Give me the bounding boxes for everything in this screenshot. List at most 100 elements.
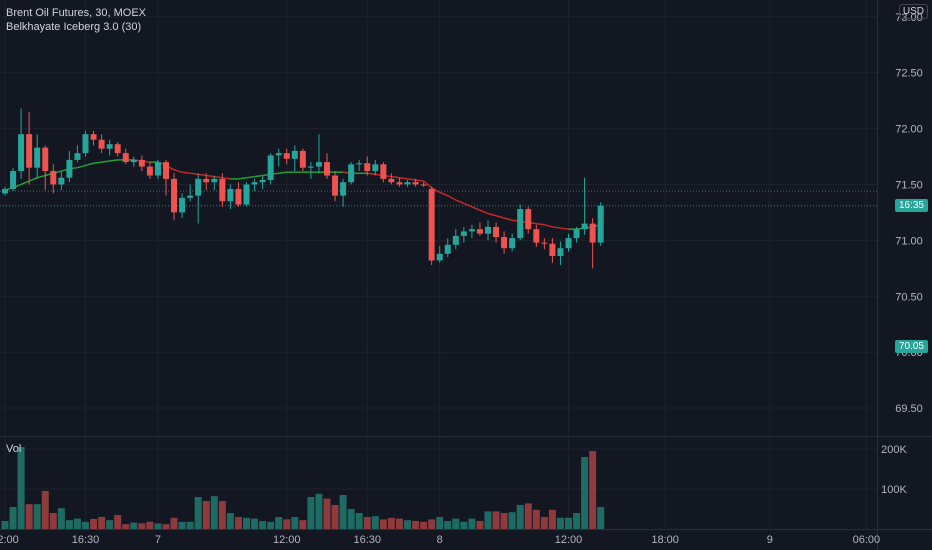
volume-bar bbox=[49, 513, 57, 529]
volume-bar bbox=[283, 519, 291, 529]
ma-segment bbox=[439, 191, 449, 197]
indicator-legend[interactable]: Belkhayate Iceberg 3.0 (30) bbox=[6, 21, 142, 33]
volume-bar bbox=[194, 497, 202, 529]
candle-body bbox=[98, 139, 105, 149]
ma-segment bbox=[463, 202, 473, 208]
candle-body bbox=[436, 253, 443, 261]
time-tick-label: 9 bbox=[767, 534, 773, 546]
ma-segment bbox=[85, 162, 94, 167]
volume-bar bbox=[73, 518, 81, 529]
candle-body bbox=[26, 134, 33, 168]
volume-bar bbox=[57, 508, 65, 529]
volume-bar bbox=[460, 521, 468, 529]
candle-body bbox=[251, 182, 258, 185]
time-tick-label: 16:30 bbox=[72, 534, 100, 546]
volume-bar bbox=[548, 509, 556, 529]
volume-bar bbox=[259, 521, 267, 529]
volume-bar bbox=[331, 505, 339, 529]
volume-bar bbox=[395, 518, 403, 529]
candle-body bbox=[211, 178, 218, 183]
volume-bar bbox=[315, 493, 323, 529]
volume-bar bbox=[355, 513, 363, 529]
candle-body bbox=[509, 238, 516, 249]
volume-bar bbox=[234, 517, 242, 529]
time-tick-label: 18:00 bbox=[651, 534, 679, 546]
candle-body bbox=[50, 171, 57, 185]
volume-bar bbox=[468, 518, 476, 529]
candle-body bbox=[364, 163, 371, 172]
ma-segment bbox=[109, 159, 118, 162]
ma-segment bbox=[77, 164, 86, 169]
candle-body bbox=[235, 188, 242, 205]
candle-body bbox=[82, 134, 89, 154]
volume-tick-label: 200K bbox=[881, 444, 907, 456]
price-tick-label: 69.50 bbox=[895, 403, 923, 415]
candle-body bbox=[557, 248, 564, 257]
volume-bar bbox=[476, 521, 484, 529]
ma-segment bbox=[214, 175, 223, 179]
volume-bar bbox=[492, 511, 500, 529]
candle-body bbox=[324, 162, 330, 176]
ma-segment bbox=[36, 174, 46, 179]
volume-bar bbox=[420, 521, 428, 529]
volume-bar bbox=[379, 519, 387, 529]
volume-bar bbox=[581, 457, 589, 529]
volume-bar bbox=[363, 517, 371, 529]
ma-segment bbox=[190, 172, 199, 176]
volume-bar bbox=[436, 517, 444, 529]
volume-legend[interactable]: Vol bbox=[6, 443, 22, 455]
candle-body bbox=[179, 197, 186, 213]
volume-bar bbox=[307, 497, 315, 529]
ma-segment bbox=[536, 222, 545, 226]
volume-bar bbox=[114, 515, 122, 529]
time-tick-label: 12:00 bbox=[273, 534, 301, 546]
time-tick-label: 12:00 bbox=[0, 534, 19, 546]
candle-body bbox=[203, 178, 210, 183]
candle-body bbox=[348, 164, 355, 183]
ma-segment bbox=[455, 199, 465, 205]
volume-bar bbox=[428, 519, 436, 529]
volume-bar bbox=[90, 519, 98, 529]
candle-body bbox=[2, 188, 8, 194]
candle-body bbox=[18, 134, 25, 172]
volume-bar bbox=[178, 521, 186, 529]
volume-bar bbox=[138, 523, 146, 529]
ma-segment bbox=[407, 178, 416, 181]
volume-bar bbox=[82, 521, 89, 529]
volume-tick-label: 100K bbox=[881, 484, 907, 496]
volume-bar bbox=[186, 521, 194, 529]
symbol-title[interactable]: Brent Oil Futures, 30, MOEX bbox=[6, 7, 146, 19]
candle-body bbox=[581, 223, 588, 230]
volume-bar bbox=[243, 517, 250, 529]
currency-label[interactable]: USD bbox=[898, 4, 928, 19]
ma-segment bbox=[487, 212, 497, 217]
ma-segment bbox=[238, 177, 247, 180]
candle-body bbox=[34, 147, 41, 168]
price-marker-badge: 70.05 bbox=[894, 339, 928, 353]
volume-bar bbox=[251, 518, 259, 529]
candle-body bbox=[90, 134, 97, 140]
candle-body bbox=[195, 178, 202, 196]
ma-segment bbox=[222, 177, 231, 180]
price-tick-label: 73.00 bbox=[895, 12, 923, 24]
ma-segment bbox=[20, 180, 30, 186]
time-tick-label: 7 bbox=[155, 534, 161, 546]
time-tick-label: 12:00 bbox=[555, 534, 583, 546]
ma-segment bbox=[278, 171, 287, 175]
ma-segment bbox=[431, 187, 441, 193]
volume-bar bbox=[130, 522, 138, 529]
candle-body bbox=[412, 182, 419, 185]
volume-bar bbox=[500, 513, 508, 529]
candle-body bbox=[138, 159, 145, 167]
ma-segment bbox=[181, 171, 191, 175]
volume-bar bbox=[33, 504, 41, 529]
candle-body bbox=[315, 162, 322, 167]
volume-bar bbox=[218, 501, 226, 529]
ma-segment bbox=[198, 173, 207, 177]
ma-segment bbox=[552, 226, 561, 229]
candle-body bbox=[420, 184, 427, 186]
ma-segment bbox=[544, 223, 553, 228]
candle-body bbox=[493, 226, 500, 238]
